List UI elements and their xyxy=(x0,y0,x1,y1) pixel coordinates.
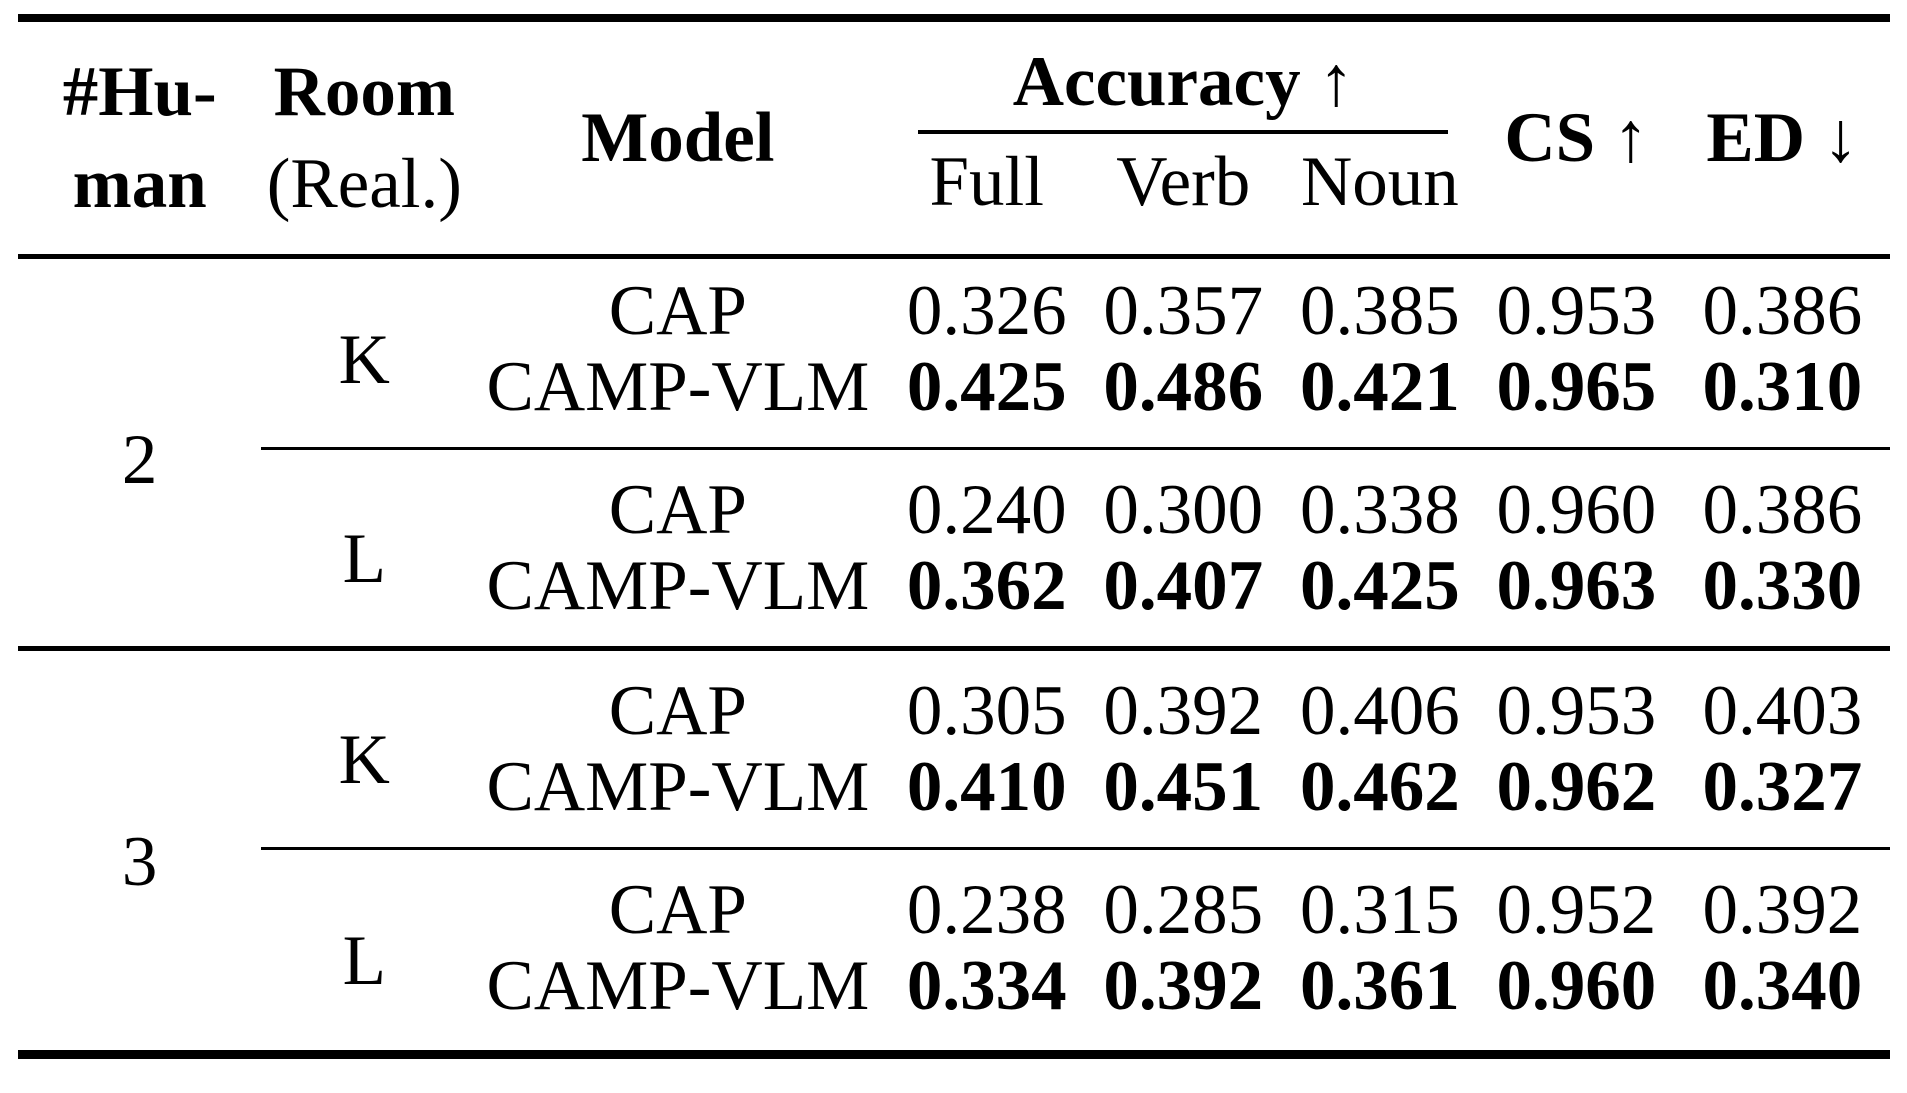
ed-value: 0.392 xyxy=(1674,847,1890,948)
ed-value: 0.327 xyxy=(1702,748,1863,826)
table-row: L CAP 0.240 0.300 0.338 0.960 0.386 xyxy=(18,447,1890,649)
accuracy-verb-value: 0.285 xyxy=(1085,847,1282,948)
header-room: Room (Real.) xyxy=(261,18,468,259)
paper-table-page: #Hu- man Room (Real.) Model Accuracy ↑ C… xyxy=(0,14,1907,1093)
table-row: CAMP-VLM 0.425 0.486 0.421 0.965 0.310 xyxy=(18,349,1890,449)
header-ed-label: ED xyxy=(1706,98,1806,177)
table-row: CAMP-VLM 0.362 0.407 0.425 0.963 0.330 xyxy=(18,548,1890,649)
cs-value: 0.963 xyxy=(1496,547,1657,625)
up-arrow-icon: ↑ xyxy=(1612,98,1649,177)
header-model: Model xyxy=(467,18,889,259)
table-row: L CAP 0.238 0.285 0.315 0.952 0.392 xyxy=(18,847,1890,1055)
header-row-1: #Hu- man Room (Real.) Model Accuracy ↑ C… xyxy=(18,18,1890,259)
model-cell: CAMP-VLM xyxy=(486,348,870,426)
accuracy-verb-value: 0.451 xyxy=(1103,748,1264,826)
ed-value: 0.340 xyxy=(1702,947,1863,1025)
cs-value: 0.953 xyxy=(1496,272,1657,350)
accuracy-noun-value: 0.361 xyxy=(1299,947,1460,1025)
header-room-line1: Room xyxy=(273,53,456,131)
accuracy-full-value: 0.334 xyxy=(906,947,1067,1025)
room-cell: K xyxy=(338,321,390,399)
model-cell: CAP xyxy=(467,646,889,749)
model-cell: CAP xyxy=(608,272,747,350)
header-accuracy-rule: Accuracy ↑ xyxy=(918,43,1449,134)
table-row: CAMP-VLM 0.410 0.451 0.462 0.962 0.327 xyxy=(18,749,1890,849)
model-cell: CAMP-VLM xyxy=(486,748,870,826)
ed-value: 0.310 xyxy=(1702,348,1863,426)
accuracy-verb-value: 0.486 xyxy=(1103,348,1264,426)
header-accuracy-verb: Verb xyxy=(1085,134,1282,259)
results-table: #Hu- man Room (Real.) Model Accuracy ↑ C… xyxy=(18,14,1890,1059)
ed-value: 0.386 xyxy=(1674,447,1890,548)
cs-value: 0.965 xyxy=(1496,348,1657,426)
accuracy-verb-value: 0.407 xyxy=(1103,547,1264,625)
cs-value: 0.953 xyxy=(1478,646,1675,749)
header-accuracy: Accuracy ↑ xyxy=(888,18,1478,134)
ed-value: 0.330 xyxy=(1702,547,1863,625)
accuracy-full-value: 0.425 xyxy=(906,348,1067,426)
accuracy-verb-value: 0.392 xyxy=(1085,646,1282,749)
accuracy-full-value: 0.238 xyxy=(888,847,1086,948)
header-cs-label: CS xyxy=(1504,98,1596,177)
accuracy-full-value: 0.326 xyxy=(906,272,1067,350)
header-room-line2: (Real.) xyxy=(266,145,462,223)
header-ed: ED ↓ xyxy=(1674,18,1890,259)
cs-value: 0.962 xyxy=(1496,748,1657,826)
up-arrow-icon: ↑ xyxy=(1318,43,1354,121)
accuracy-noun-value: 0.338 xyxy=(1281,447,1479,548)
header-accuracy-full: Full xyxy=(888,134,1086,259)
table-row: CAMP-VLM 0.334 0.392 0.361 0.960 0.340 xyxy=(18,948,1890,1055)
cs-value: 0.960 xyxy=(1478,447,1675,548)
ed-value: 0.403 xyxy=(1674,646,1890,749)
accuracy-noun-value: 0.425 xyxy=(1299,547,1460,625)
accuracy-noun-value: 0.421 xyxy=(1299,348,1460,426)
model-cell: CAP xyxy=(467,447,889,548)
header-row-2: Full Verb Noun xyxy=(18,134,1890,259)
room-cell: L xyxy=(261,847,468,1055)
human-count-cell: 3 xyxy=(18,646,262,1055)
accuracy-noun-value: 0.462 xyxy=(1299,748,1460,826)
accuracy-full-value: 0.362 xyxy=(906,547,1067,625)
accuracy-full-value: 0.240 xyxy=(888,447,1086,548)
accuracy-noun-value: 0.385 xyxy=(1299,272,1460,350)
model-cell: CAMP-VLM xyxy=(486,547,870,625)
header-human: #Hu- man xyxy=(18,18,262,259)
accuracy-verb-value: 0.300 xyxy=(1085,447,1282,548)
accuracy-verb-value: 0.357 xyxy=(1103,272,1264,350)
header-cs: CS ↑ xyxy=(1478,18,1675,259)
cs-value: 0.952 xyxy=(1478,847,1675,948)
down-arrow-icon: ↓ xyxy=(1822,98,1859,177)
model-cell: CAMP-VLM xyxy=(486,947,870,1025)
accuracy-full-value: 0.305 xyxy=(888,646,1086,749)
accuracy-verb-value: 0.392 xyxy=(1103,947,1264,1025)
human-count-cell: 2 xyxy=(121,420,158,499)
room-cell: K xyxy=(261,646,468,849)
ed-value: 0.386 xyxy=(1702,272,1863,350)
header-human-line1: #Hu- xyxy=(62,53,217,131)
room-cell: L xyxy=(261,447,468,649)
accuracy-full-value: 0.410 xyxy=(906,748,1067,826)
accuracy-noun-value: 0.406 xyxy=(1281,646,1479,749)
header-human-line2: man xyxy=(72,145,207,223)
cs-value: 0.960 xyxy=(1496,947,1657,1025)
table-row: 2 K CAP 0.326 0.357 0.385 0.953 0.386 xyxy=(18,257,1890,497)
table-row: 3 K CAP 0.305 0.392 0.406 0.953 0.403 xyxy=(18,646,1890,1055)
header-accuracy-label: Accuracy xyxy=(1012,43,1301,121)
accuracy-noun-value: 0.315 xyxy=(1281,847,1479,948)
header-accuracy-noun: Noun xyxy=(1281,134,1479,259)
model-cell: CAP xyxy=(467,847,889,948)
